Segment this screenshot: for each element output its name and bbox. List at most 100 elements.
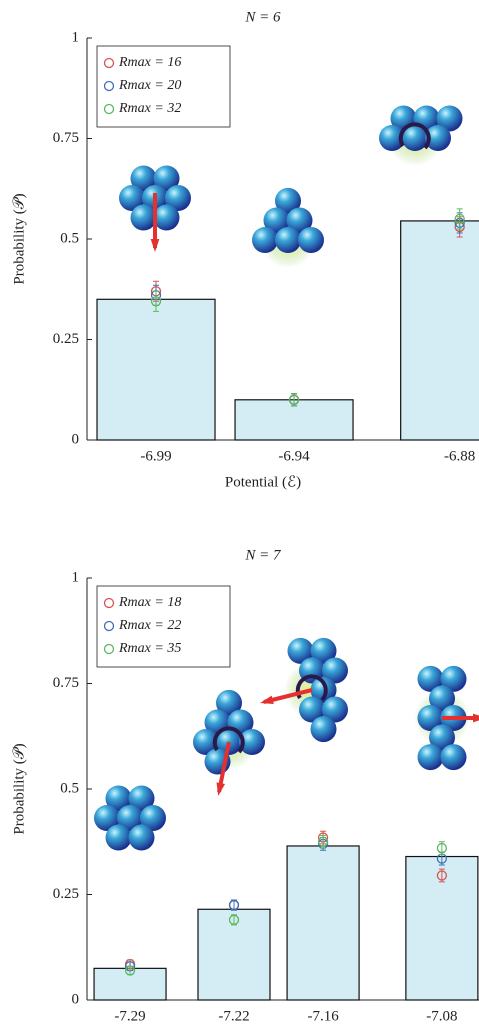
sphere <box>287 637 314 664</box>
y-tick-label: 0 <box>72 431 80 447</box>
cluster-illustration <box>94 785 166 851</box>
x-tick-label: -7.16 <box>307 1008 339 1024</box>
sphere <box>153 165 180 192</box>
x-tick-label: -7.08 <box>426 1008 457 1024</box>
legend-label: Rmax = 35 <box>118 641 181 656</box>
y-tick-label: 1 <box>72 29 80 45</box>
sphere <box>128 824 155 851</box>
cluster-illustration <box>260 637 348 743</box>
sphere <box>117 805 143 831</box>
bar <box>286 845 360 1001</box>
data-point <box>436 870 448 881</box>
data-point <box>228 914 240 925</box>
y-tick-label: 0.75 <box>53 130 79 146</box>
cluster-illustration <box>379 105 463 166</box>
legend-label: Rmax = 20 <box>118 78 181 93</box>
x-tick-label: -6.99 <box>140 448 171 464</box>
sphere <box>417 744 444 771</box>
sphere <box>239 729 265 755</box>
rotation-arrow <box>398 122 431 150</box>
sphere <box>119 185 145 211</box>
y-tick-label: 0 <box>72 991 80 1007</box>
sphere <box>216 689 242 716</box>
sphere <box>130 165 157 192</box>
arrow-head <box>216 782 226 796</box>
legend-label: Rmax = 22 <box>118 618 181 633</box>
sphere <box>298 227 324 253</box>
sphere <box>299 696 325 723</box>
sphere <box>429 685 455 712</box>
sphere <box>440 744 467 771</box>
bar <box>405 855 479 1001</box>
sphere <box>263 207 290 234</box>
cluster-illustration <box>193 689 265 796</box>
sphere <box>322 696 348 723</box>
rotation-arrow <box>212 726 245 754</box>
sphere <box>140 805 166 831</box>
sphere <box>105 824 132 851</box>
bar <box>400 220 479 441</box>
sphere <box>165 185 191 211</box>
legend-marker <box>103 57 115 69</box>
arrow-head <box>472 713 479 723</box>
sphere <box>275 187 301 214</box>
rotation-arrow <box>295 674 328 702</box>
sphere <box>322 657 348 684</box>
y-tick-label: 0.5 <box>60 780 79 796</box>
x-tick-label: -7.22 <box>218 1008 249 1024</box>
cluster-illustration <box>252 187 324 268</box>
y-axis-label: Probability (𝒫) <box>11 743 27 834</box>
legend-marker <box>103 643 115 655</box>
sphere <box>310 637 337 664</box>
sphere <box>425 125 451 151</box>
data-point <box>317 836 329 847</box>
data-point <box>124 965 136 976</box>
arrow-head <box>150 238 160 252</box>
legend-marker <box>103 620 115 632</box>
sphere <box>417 705 444 731</box>
sphere <box>417 665 444 692</box>
y-tick-label: 0.5 <box>60 230 79 246</box>
error-bar <box>456 208 463 230</box>
cluster-illustration <box>414 665 479 771</box>
arrow-head <box>260 695 274 705</box>
sphere <box>128 785 155 812</box>
legend-box <box>96 585 231 668</box>
y-tick-label: 0.25 <box>53 331 79 347</box>
data-point <box>454 213 465 225</box>
error-bar <box>153 290 160 312</box>
y-tick-label: 0.25 <box>53 886 79 902</box>
chart-title: N = 6 <box>244 9 281 25</box>
data-point <box>228 899 240 911</box>
sphere <box>153 204 180 231</box>
sphere <box>286 207 313 234</box>
sphere <box>402 125 428 151</box>
y-axis-label: Probability (𝒫) <box>11 193 27 284</box>
sphere <box>379 125 405 151</box>
y-tick-label: 1 <box>72 569 80 585</box>
legend-marker <box>103 80 115 92</box>
sphere <box>94 805 120 831</box>
sphere <box>436 105 463 132</box>
legend-marker <box>103 597 115 609</box>
sphere <box>429 724 455 751</box>
bar <box>234 399 354 441</box>
x-tick-label: -6.94 <box>278 448 310 464</box>
sphere <box>130 204 157 231</box>
chart-title: N = 7 <box>244 547 282 563</box>
data-point <box>150 296 162 307</box>
sphere <box>440 665 467 692</box>
sphere <box>310 677 337 703</box>
legend-label: Rmax = 32 <box>118 101 181 116</box>
x-tick-label: -7.29 <box>114 1008 145 1024</box>
data-point <box>436 842 448 854</box>
x-tick-label: -6.88 <box>444 448 475 464</box>
bar <box>96 298 216 441</box>
legend-label: Rmax = 18 <box>118 595 181 610</box>
sphere <box>193 729 219 755</box>
cluster-illustration <box>119 165 191 252</box>
data-point <box>288 394 300 405</box>
legend-box <box>96 45 231 128</box>
sphere <box>105 785 132 812</box>
